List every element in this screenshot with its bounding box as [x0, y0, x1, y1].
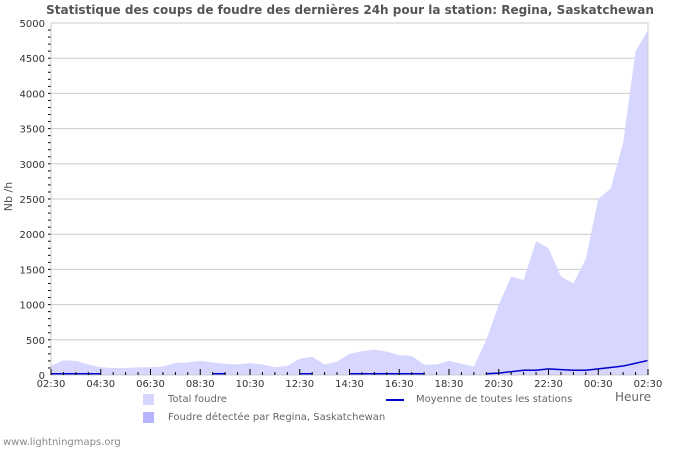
legend-average-label: Moyenne de toutes les stations: [416, 394, 573, 405]
svg-text:08:30: 08:30: [186, 379, 215, 390]
legend-average: Moyenne de toutes les stations: [386, 394, 572, 405]
svg-text:3000: 3000: [20, 160, 45, 171]
legend-average-swatch: [386, 398, 404, 401]
svg-text:4000: 4000: [20, 89, 45, 100]
svg-text:10:30: 10:30: [236, 379, 265, 390]
svg-text:04:30: 04:30: [86, 379, 115, 390]
svg-text:18:30: 18:30: [435, 379, 464, 390]
legend-station: Foudre détectée par Regina, Saskatchewan: [143, 412, 385, 423]
svg-text:00:30: 00:30: [584, 379, 613, 390]
svg-text:06:30: 06:30: [136, 379, 165, 390]
svg-text:02:30: 02:30: [37, 379, 66, 390]
total-lightning-area: [51, 30, 648, 375]
y-axis-label: Nb /h: [2, 181, 16, 212]
svg-text:22:30: 22:30: [534, 379, 563, 390]
svg-text:2500: 2500: [20, 195, 45, 206]
svg-text:2000: 2000: [20, 230, 45, 241]
svg-text:20:30: 20:30: [484, 379, 513, 390]
legend-total-swatch: [143, 394, 154, 405]
svg-text:16:30: 16:30: [385, 379, 414, 390]
legend-station-swatch: [143, 412, 154, 423]
legend-total: Total foudre: [143, 394, 227, 405]
x-axis-label: Heure: [615, 390, 652, 404]
svg-text:12:30: 12:30: [285, 379, 314, 390]
svg-text:02:30: 02:30: [634, 379, 663, 390]
svg-text:1500: 1500: [20, 265, 45, 276]
svg-text:0: 0: [39, 371, 45, 382]
chart-title: Statistique des coups de foudre des dern…: [46, 3, 654, 17]
svg-text:4500: 4500: [20, 54, 45, 65]
svg-text:1000: 1000: [20, 301, 45, 312]
legend-total-label: Total foudre: [168, 394, 227, 405]
legend-station-label: Foudre détectée par Regina, Saskatchewan: [168, 412, 386, 423]
svg-text:3500: 3500: [20, 125, 45, 136]
footer-source: www.lightningmaps.org: [3, 437, 121, 448]
svg-text:5000: 5000: [20, 19, 45, 30]
svg-text:14:30: 14:30: [335, 379, 364, 390]
svg-text:500: 500: [26, 336, 45, 347]
x-axis-ticks: 02:30 04:30 06:30 08:30 10:30 12:30 14:30 16:30…: [37, 369, 663, 390]
y-axis-ticks: 0 500 1000 1500 2000 2500 3000 3500 4000 4500 5000: [20, 19, 51, 382]
